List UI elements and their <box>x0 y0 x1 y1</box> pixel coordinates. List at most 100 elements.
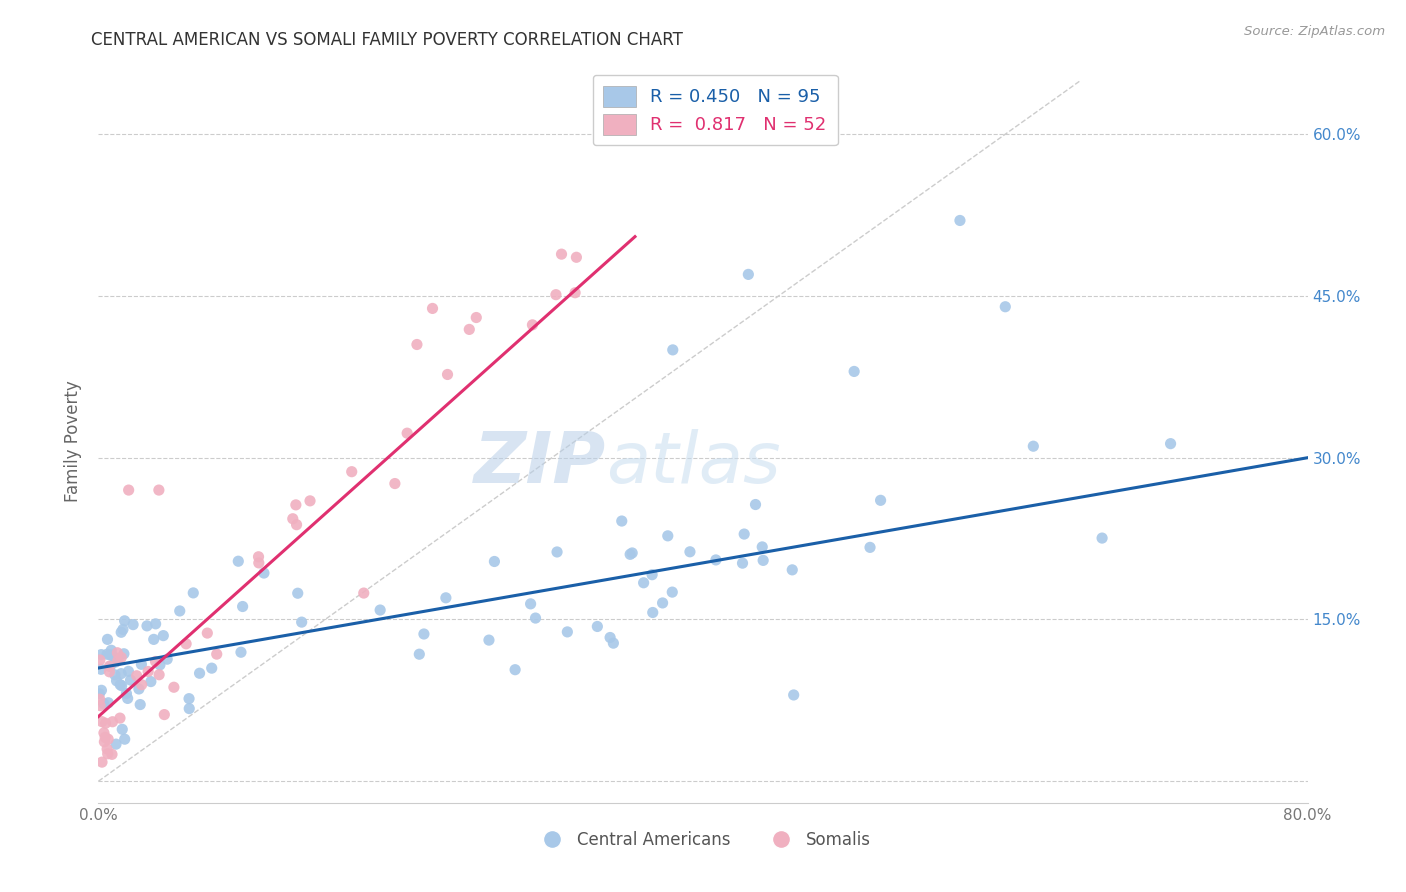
Point <box>117 691 139 706</box>
Y-axis label: Family Poverty: Family Poverty <box>65 381 83 502</box>
Point <box>619 547 641 561</box>
Point <box>994 300 1017 314</box>
Text: CENTRAL AMERICAN VS SOMALI FAMILY POVERTY CORRELATION CHART: CENTRAL AMERICAN VS SOMALI FAMILY POVERT… <box>91 31 683 49</box>
Point <box>94 716 117 731</box>
Point <box>384 476 406 491</box>
Point <box>519 597 541 611</box>
Point <box>621 546 644 560</box>
Point <box>128 681 150 696</box>
Point <box>436 368 458 382</box>
Point <box>129 698 152 712</box>
Point <box>546 545 568 559</box>
Point <box>136 665 159 679</box>
Point <box>131 678 153 692</box>
Point <box>91 755 114 769</box>
Point <box>353 586 375 600</box>
Point <box>869 493 891 508</box>
Point <box>148 483 170 497</box>
Point <box>93 697 115 711</box>
Point <box>679 545 702 559</box>
Point <box>152 629 174 643</box>
Point <box>751 540 773 554</box>
Point <box>281 512 304 526</box>
Point <box>156 652 179 666</box>
Point <box>406 337 429 351</box>
Point <box>169 604 191 618</box>
Point <box>564 285 586 300</box>
Point <box>599 631 621 645</box>
Point <box>661 343 683 357</box>
Point <box>340 465 363 479</box>
Point <box>179 701 201 715</box>
Point <box>557 624 579 639</box>
Point <box>731 556 754 570</box>
Point <box>859 541 882 555</box>
Point <box>101 714 124 729</box>
Point <box>188 666 211 681</box>
Point <box>733 527 755 541</box>
Point <box>844 364 866 378</box>
Point <box>287 586 309 600</box>
Point <box>651 596 673 610</box>
Point <box>90 683 112 698</box>
Point <box>96 647 118 661</box>
Point <box>108 711 131 725</box>
Point <box>89 692 111 706</box>
Point <box>408 647 430 661</box>
Point <box>110 678 132 692</box>
Point <box>148 667 170 681</box>
Point <box>1022 439 1045 453</box>
Point <box>550 247 572 261</box>
Point <box>465 310 488 325</box>
Point <box>232 599 254 614</box>
Point <box>524 611 547 625</box>
Point <box>1160 436 1182 450</box>
Point <box>641 567 664 582</box>
Point <box>586 619 609 633</box>
Point <box>89 698 111 713</box>
Point <box>117 665 139 679</box>
Point <box>780 563 803 577</box>
Point <box>122 617 145 632</box>
Point <box>478 633 501 648</box>
Point <box>285 517 308 532</box>
Point <box>299 493 322 508</box>
Point <box>247 549 270 564</box>
Point <box>422 301 444 316</box>
Point <box>115 687 138 701</box>
Point <box>101 648 124 663</box>
Point <box>89 653 111 667</box>
Point <box>96 632 118 647</box>
Point <box>90 714 112 729</box>
Point <box>744 498 766 512</box>
Point <box>484 554 506 568</box>
Point <box>104 667 127 681</box>
Point <box>104 652 127 666</box>
Point <box>97 732 120 747</box>
Point <box>98 665 121 679</box>
Point <box>111 723 134 737</box>
Point <box>125 669 148 683</box>
Point <box>522 318 544 332</box>
Point <box>89 687 111 701</box>
Point <box>145 616 167 631</box>
Point <box>90 648 112 662</box>
Point <box>544 287 567 301</box>
Point <box>112 647 135 661</box>
Point <box>661 585 683 599</box>
Point <box>100 648 122 662</box>
Point <box>657 529 679 543</box>
Point <box>181 586 204 600</box>
Point <box>97 747 120 761</box>
Point <box>118 483 141 497</box>
Point <box>100 643 122 657</box>
Point <box>396 426 419 441</box>
Point <box>195 626 218 640</box>
Point <box>253 566 276 580</box>
Point <box>163 680 186 694</box>
Point <box>96 742 118 756</box>
Point <box>413 627 436 641</box>
Point <box>107 654 129 668</box>
Point <box>704 553 727 567</box>
Point <box>104 655 127 669</box>
